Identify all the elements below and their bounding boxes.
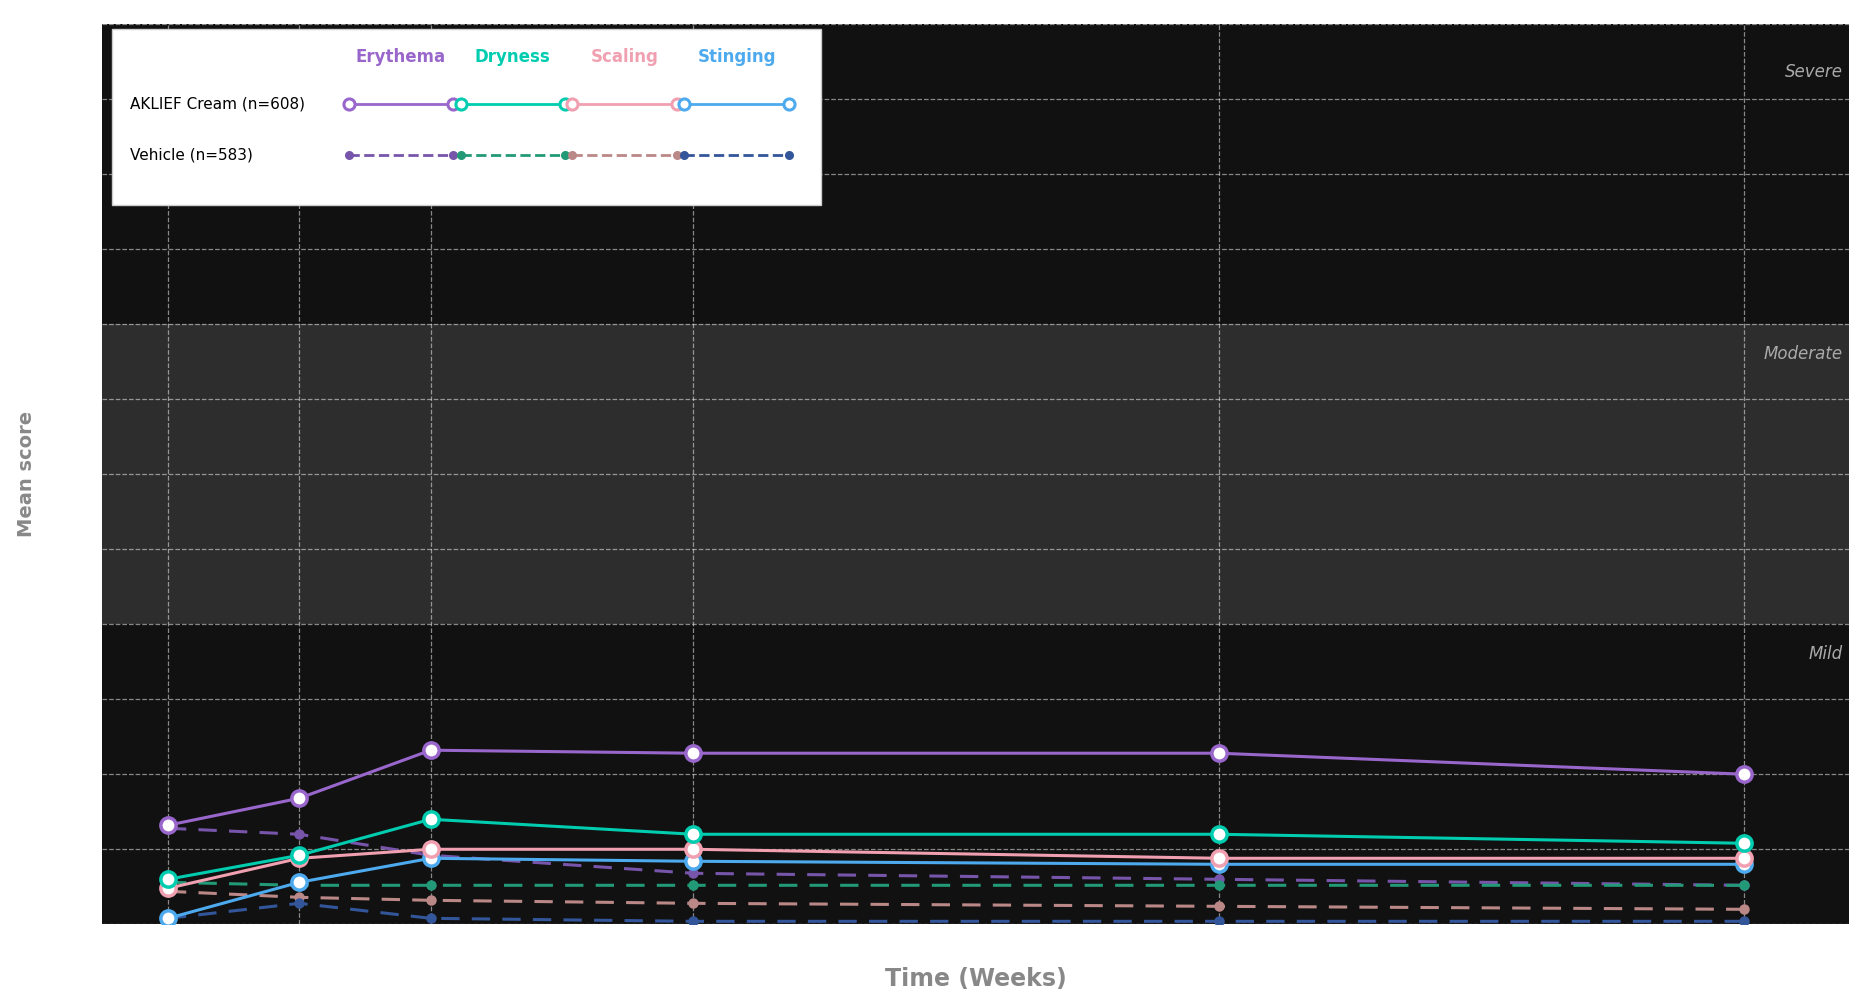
Text: Vehicle (n=583): Vehicle (n=583) bbox=[131, 147, 254, 162]
Text: Erythema: Erythema bbox=[356, 48, 446, 66]
Text: Moderate: Moderate bbox=[1763, 345, 1844, 363]
X-axis label: Time (Weeks): Time (Weeks) bbox=[884, 968, 1067, 991]
Text: Dryness: Dryness bbox=[476, 48, 550, 66]
Text: Stinging: Stinging bbox=[698, 48, 776, 66]
Text: Mild: Mild bbox=[1808, 645, 1844, 663]
Y-axis label: Mean score: Mean score bbox=[17, 411, 35, 537]
Text: Severe: Severe bbox=[1784, 62, 1844, 81]
Text: Scaling: Scaling bbox=[592, 48, 659, 66]
Text: AKLIEF Cream (n=608): AKLIEF Cream (n=608) bbox=[131, 97, 306, 112]
Bar bbox=[103, 324, 1849, 624]
